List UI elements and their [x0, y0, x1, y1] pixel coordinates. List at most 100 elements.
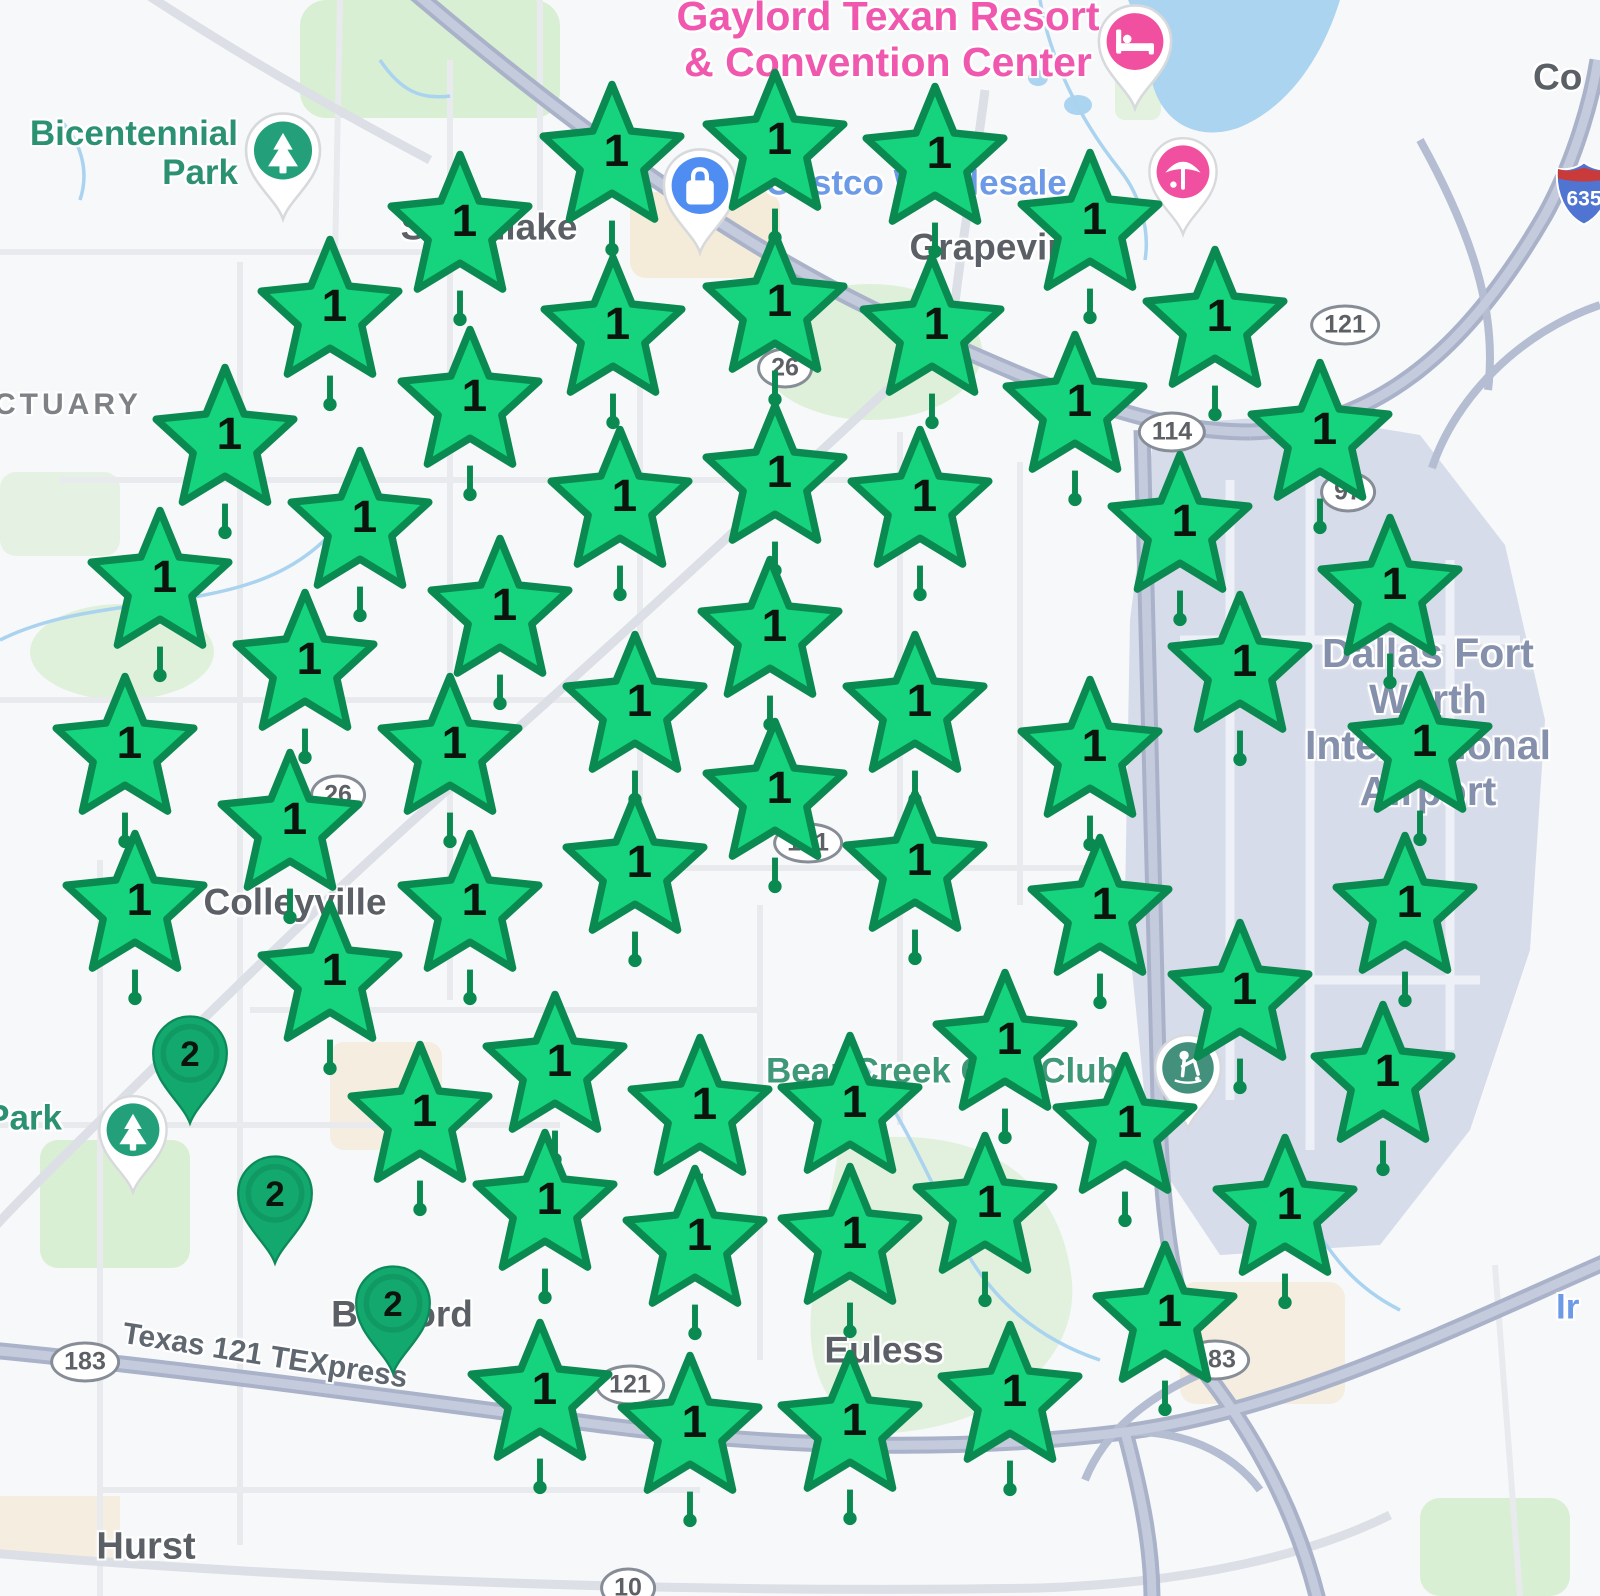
hotel-pin[interactable]: [1092, 2, 1178, 113]
star-marker[interactable]: 1: [931, 968, 1079, 1149]
star-marker[interactable]: 1: [216, 748, 364, 929]
star-count: 1: [1232, 962, 1258, 1014]
tree-icon: [268, 133, 298, 174]
star-count: 1: [1312, 402, 1338, 454]
star-icon: 1: [562, 630, 708, 806]
star-marker[interactable]: 1: [616, 1351, 764, 1532]
star-count: 1: [297, 632, 323, 684]
star-marker[interactable]: 1: [1026, 833, 1174, 1014]
star-marker[interactable]: 1: [386, 150, 534, 331]
park-pin[interactable]: [93, 1093, 173, 1196]
star-count: 1: [1082, 192, 1108, 244]
star-marker[interactable]: 1: [376, 672, 524, 853]
star-marker[interactable]: 1: [51, 672, 199, 853]
star-marker[interactable]: 1: [841, 789, 989, 970]
star-marker[interactable]: 1: [1016, 675, 1164, 856]
star-marker[interactable]: 1: [858, 253, 1006, 434]
star-marker[interactable]: 1: [1091, 1240, 1239, 1421]
star-icon: 1: [1212, 1133, 1358, 1309]
star-marker[interactable]: 1: [426, 534, 574, 715]
star-marker[interactable]: 1: [151, 363, 299, 544]
star-marker[interactable]: 1: [396, 829, 544, 1010]
star-marker[interactable]: 1: [1309, 1000, 1457, 1181]
star-count: 1: [1157, 1284, 1183, 1336]
star-marker[interactable]: 1: [701, 401, 849, 582]
star-icon: 1: [562, 791, 708, 967]
star-marker[interactable]: 1: [701, 68, 849, 249]
star-marker[interactable]: 1: [538, 80, 686, 261]
star-marker[interactable]: 1: [231, 588, 379, 769]
star-marker[interactable]: 1: [861, 82, 1009, 263]
star-marker[interactable]: 1: [1106, 450, 1254, 631]
park-pin[interactable]: [239, 110, 327, 224]
star-marker[interactable]: 1: [936, 1320, 1084, 1501]
star-marker[interactable]: 1: [701, 230, 849, 411]
store-pin[interactable]: [657, 146, 743, 257]
star-marker[interactable]: 1: [561, 630, 709, 811]
star-marker[interactable]: 1: [841, 630, 989, 811]
leisure-pin[interactable]: [1143, 135, 1223, 238]
star-marker[interactable]: 1: [1051, 1051, 1199, 1232]
star-count: 1: [605, 297, 631, 349]
star-marker[interactable]: 1: [1316, 513, 1464, 694]
star-icon: 1: [777, 1349, 923, 1525]
star-icon: 1: [1142, 245, 1288, 421]
star-marker[interactable]: 1: [621, 1164, 769, 1345]
star-marker[interactable]: 1: [846, 425, 994, 606]
star-icon: 1: [1332, 831, 1478, 1007]
star-icon: 1: [1107, 450, 1253, 626]
star-marker[interactable]: 1: [256, 899, 404, 1080]
star-icon: 1: [427, 534, 573, 710]
star-marker[interactable]: 1: [701, 717, 849, 898]
star-marker[interactable]: 1: [86, 506, 234, 687]
cluster-pin[interactable]: 2: [229, 1151, 321, 1269]
star-marker[interactable]: 1: [346, 1040, 494, 1221]
star-icon: 1: [1167, 590, 1313, 766]
star-marker[interactable]: 1: [776, 1349, 924, 1530]
star-marker[interactable]: 1: [1001, 330, 1149, 511]
star-count: 1: [127, 873, 153, 925]
bed-icon: [1116, 29, 1154, 55]
star-count: 1: [767, 445, 793, 497]
road-shield: 114: [1137, 411, 1207, 453]
star-marker[interactable]: 1: [1346, 670, 1494, 851]
star-count: 1: [1172, 494, 1198, 546]
star-marker[interactable]: 1: [471, 1128, 619, 1309]
star-count: 1: [997, 1012, 1023, 1064]
star-icon: 1: [842, 630, 988, 806]
star-marker[interactable]: 1: [256, 235, 404, 416]
star-icon: 1: [62, 829, 208, 1005]
star-icon: 1: [1027, 833, 1173, 1009]
star-marker[interactable]: 1: [286, 446, 434, 627]
star-count: 1: [1117, 1095, 1143, 1147]
star-count: 1: [462, 873, 488, 925]
umbrella-icon: [1165, 161, 1201, 190]
star-icon: 1: [387, 150, 533, 326]
star-marker[interactable]: 1: [911, 1131, 1059, 1312]
star-marker[interactable]: 1: [1141, 245, 1289, 426]
star-marker[interactable]: 1: [1211, 1133, 1359, 1314]
star-marker[interactable]: 1: [396, 325, 544, 506]
star-marker[interactable]: 1: [776, 1162, 924, 1343]
star-marker[interactable]: 1: [1016, 148, 1164, 329]
star-icon: 1: [617, 1351, 763, 1527]
cluster-pin[interactable]: 2: [347, 1261, 439, 1379]
cluster-pin[interactable]: 2: [144, 1011, 236, 1129]
star-marker[interactable]: 1: [1166, 590, 1314, 771]
star-marker[interactable]: 1: [466, 1318, 614, 1499]
star-marker[interactable]: 1: [539, 253, 687, 434]
star-icon: 1: [1317, 513, 1463, 689]
star-marker[interactable]: 1: [1331, 831, 1479, 1012]
star-count: 1: [1375, 1044, 1401, 1096]
star-marker[interactable]: 1: [1246, 358, 1394, 539]
star-icon: 1: [257, 235, 403, 411]
star-marker[interactable]: 1: [546, 425, 694, 606]
star-marker[interactable]: 1: [696, 555, 844, 736]
star-marker[interactable]: 1: [61, 829, 209, 1010]
star-marker[interactable]: 1: [561, 791, 709, 972]
star-count: 1: [452, 194, 478, 246]
golf-pin[interactable]: [1149, 1032, 1227, 1132]
star-marker[interactable]: 1: [1166, 918, 1314, 1099]
